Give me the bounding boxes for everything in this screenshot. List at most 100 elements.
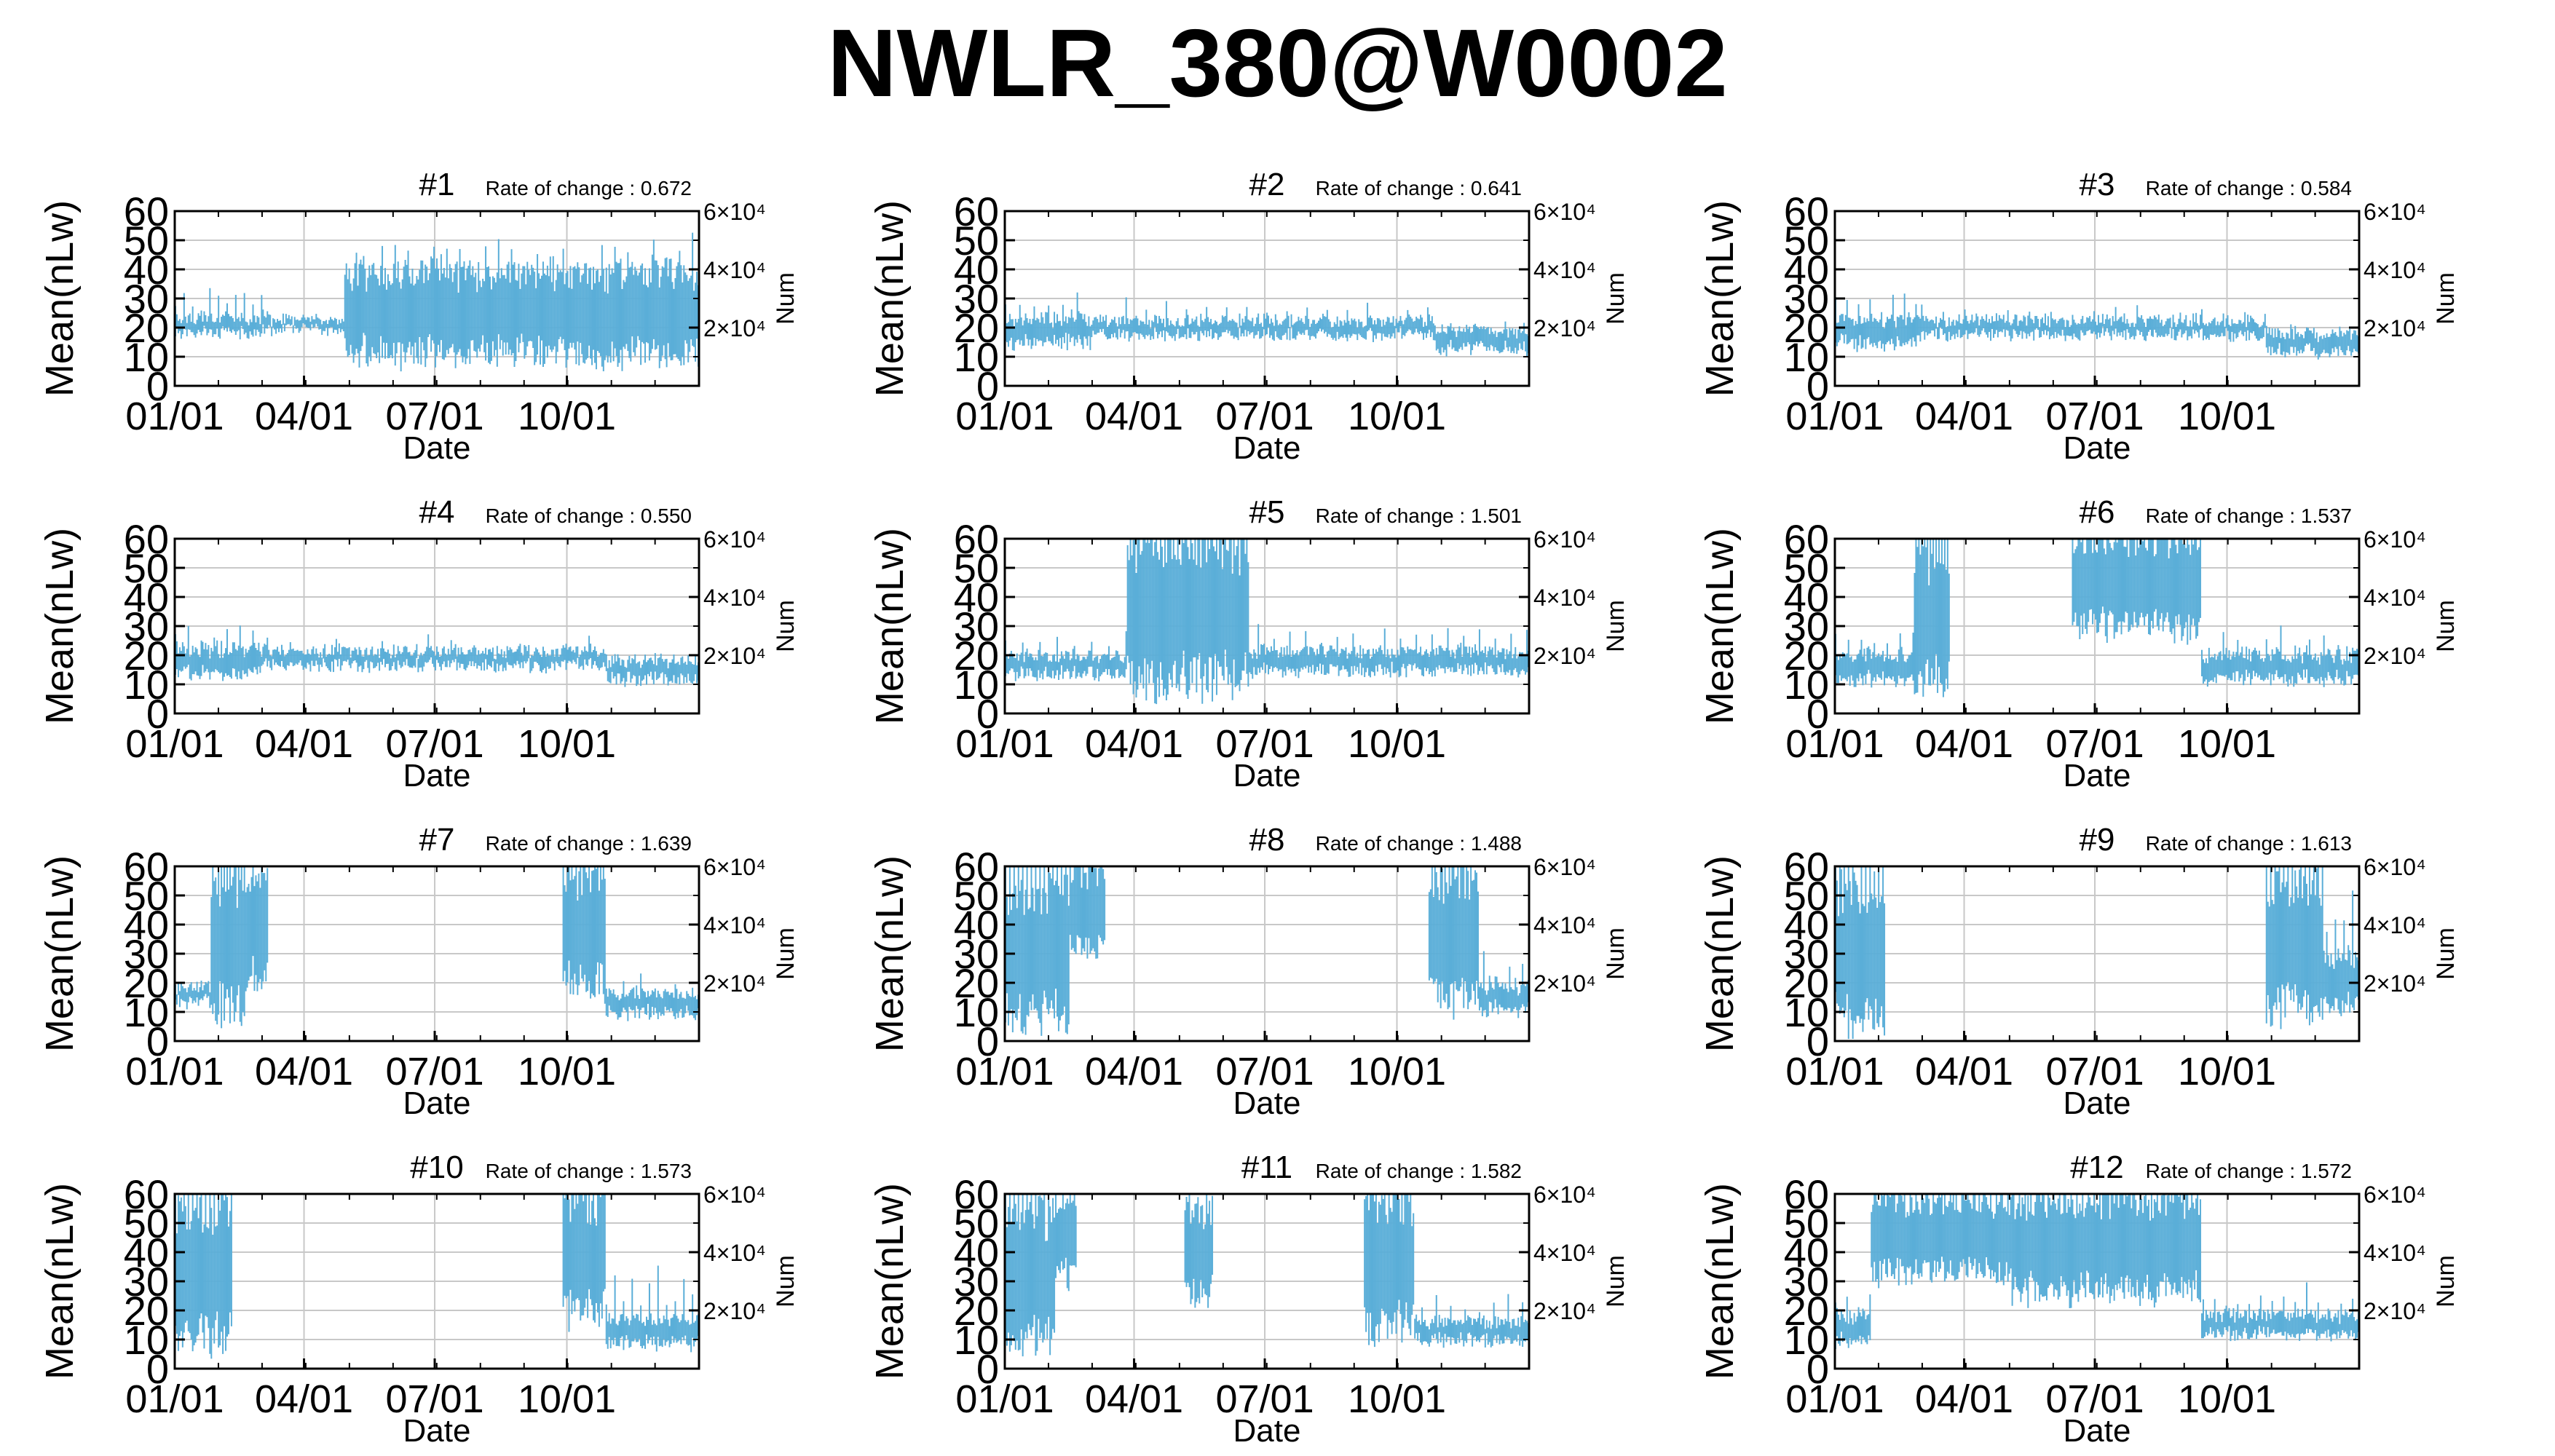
y-tick-label: 30	[124, 276, 169, 322]
y2-axis-label: Num	[2432, 927, 2460, 980]
x-tick-label: 04/01	[255, 722, 353, 766]
y-axis-label: Mean(nLw)	[868, 855, 912, 1052]
y-tick-label: 60	[124, 844, 169, 890]
y-tick-label: 50	[1784, 1200, 1829, 1246]
y-tick-label: 10	[124, 1317, 169, 1363]
rate-of-change-label: Rate of change : 1.572	[2146, 1160, 2352, 1182]
y-tick-label: 60	[1784, 844, 1829, 890]
y-tick-label: 60	[1784, 189, 1829, 234]
y2-axis-label: Num	[772, 272, 799, 325]
y-tick-label: 20	[954, 960, 999, 1006]
y2-tick-label: 2×10⁴	[1533, 643, 1596, 669]
panel-title: #12	[2070, 1150, 2123, 1185]
y-tick-label: 20	[954, 1288, 999, 1334]
rate-of-change-label: Rate of change : 1.537	[2146, 505, 2352, 527]
y2-tick-label: 6×10⁴	[1533, 1182, 1596, 1208]
x-tick-label: 04/01	[1085, 1050, 1183, 1093]
y-tick-label: 20	[124, 960, 169, 1006]
y-axis-label: Mean(nLw)	[1698, 200, 1742, 397]
y-tick-label: 20	[1784, 633, 1829, 678]
y-tick-label: 10	[124, 334, 169, 380]
y2-tick-label: 6×10⁴	[1533, 526, 1596, 553]
y-tick-label: 50	[124, 873, 169, 919]
y-tick-label: 10	[1784, 1317, 1829, 1363]
y-tick-label: 10	[1784, 989, 1829, 1035]
x-tick-label: 07/01	[1215, 395, 1314, 438]
y2-tick-label: 6×10⁴	[703, 854, 766, 880]
x-tick-label: 04/01	[1915, 395, 2013, 438]
x-tick-label: 10/01	[1348, 395, 1446, 438]
y-tick-label: 0	[1806, 1018, 1829, 1064]
y2-tick-label: 4×10⁴	[1533, 1240, 1596, 1266]
y-tick-label: 50	[954, 545, 999, 591]
error-bars	[1834, 539, 2360, 697]
x-tick-label: 01/01	[955, 395, 1054, 438]
y-tick-label: 10	[1784, 662, 1829, 708]
y-tick-label: 50	[1784, 873, 1829, 919]
x-tick-label: 10/01	[2178, 395, 2276, 438]
rate-of-change-label: Rate of change : 0.641	[1316, 177, 1522, 199]
y-tick-label: 30	[124, 604, 169, 649]
y-tick-label: 50	[954, 218, 999, 264]
y2-tick-label: 4×10⁴	[1533, 257, 1596, 283]
y2-axis-label: Num	[1602, 1255, 1630, 1307]
figure-title: NWLR_380@W0002	[827, 9, 1728, 116]
y-tick-label: 10	[954, 334, 999, 380]
panel-title: #9	[2080, 822, 2115, 858]
y-tick-label: 40	[1784, 247, 1829, 293]
rate-of-change-label: Rate of change : 0.550	[486, 505, 692, 527]
y2-tick-label: 2×10⁴	[703, 970, 766, 997]
y-tick-label: 60	[954, 1171, 999, 1217]
x-tick-label: 04/01	[1085, 1377, 1183, 1421]
y2-tick-label: 4×10⁴	[1533, 585, 1596, 611]
y-tick-label: 10	[954, 1317, 999, 1363]
panel-title: #3	[2080, 167, 2115, 202]
x-axis-label: Date	[403, 430, 471, 466]
x-tick-label: 10/01	[2178, 1377, 2276, 1421]
y2-tick-label: 6×10⁴	[2364, 1182, 2426, 1208]
x-tick-label: 01/01	[1785, 395, 1884, 438]
y2-tick-label: 6×10⁴	[2364, 199, 2426, 225]
rate-of-change-label: Rate of change : 1.501	[1316, 505, 1522, 527]
y-tick-label: 50	[1784, 545, 1829, 591]
y2-tick-label: 2×10⁴	[1533, 1298, 1596, 1324]
y2-axis-label: Num	[772, 927, 799, 980]
y2-tick-label: 4×10⁴	[703, 912, 766, 938]
y-tick-label: 0	[1806, 691, 1829, 737]
y-tick-label: 0	[1806, 363, 1829, 409]
y-tick-label: 60	[954, 189, 999, 234]
y-tick-label: 60	[124, 1171, 169, 1217]
y-tick-label: 40	[1784, 902, 1829, 948]
x-tick-label: 07/01	[385, 722, 483, 766]
x-axis-label: Date	[403, 758, 471, 794]
x-tick-label: 01/01	[1785, 1377, 1884, 1421]
x-tick-label: 04/01	[1085, 395, 1183, 438]
x-tick-label: 01/01	[125, 395, 224, 438]
panel-title: #8	[1249, 822, 1285, 858]
y2-tick-label: 4×10⁴	[2364, 1240, 2426, 1266]
y-tick-label: 50	[124, 218, 169, 264]
x-tick-label: 01/01	[1785, 1050, 1884, 1093]
y-tick-label: 30	[124, 931, 169, 977]
y2-tick-label: 6×10⁴	[2364, 526, 2426, 553]
x-tick-label: 07/01	[2045, 722, 2144, 766]
x-tick-label: 10/01	[518, 1377, 616, 1421]
y-axis-label: Mean(nLw)	[38, 1183, 82, 1380]
y-tick-label: 0	[976, 1346, 999, 1392]
y-tick-label: 30	[954, 1259, 999, 1305]
y-tick-label: 40	[1784, 574, 1829, 620]
y-tick-label: 40	[954, 247, 999, 293]
x-tick-label: 04/01	[1915, 1377, 2013, 1421]
y-tick-label: 30	[1784, 931, 1829, 977]
y-tick-label: 40	[954, 1230, 999, 1275]
y-tick-label: 40	[124, 902, 169, 948]
rate-of-change-label: Rate of change : 1.639	[486, 832, 692, 855]
x-tick-label: 07/01	[385, 1377, 483, 1421]
y-tick-label: 0	[146, 363, 169, 409]
panel-title: #5	[1249, 494, 1285, 530]
